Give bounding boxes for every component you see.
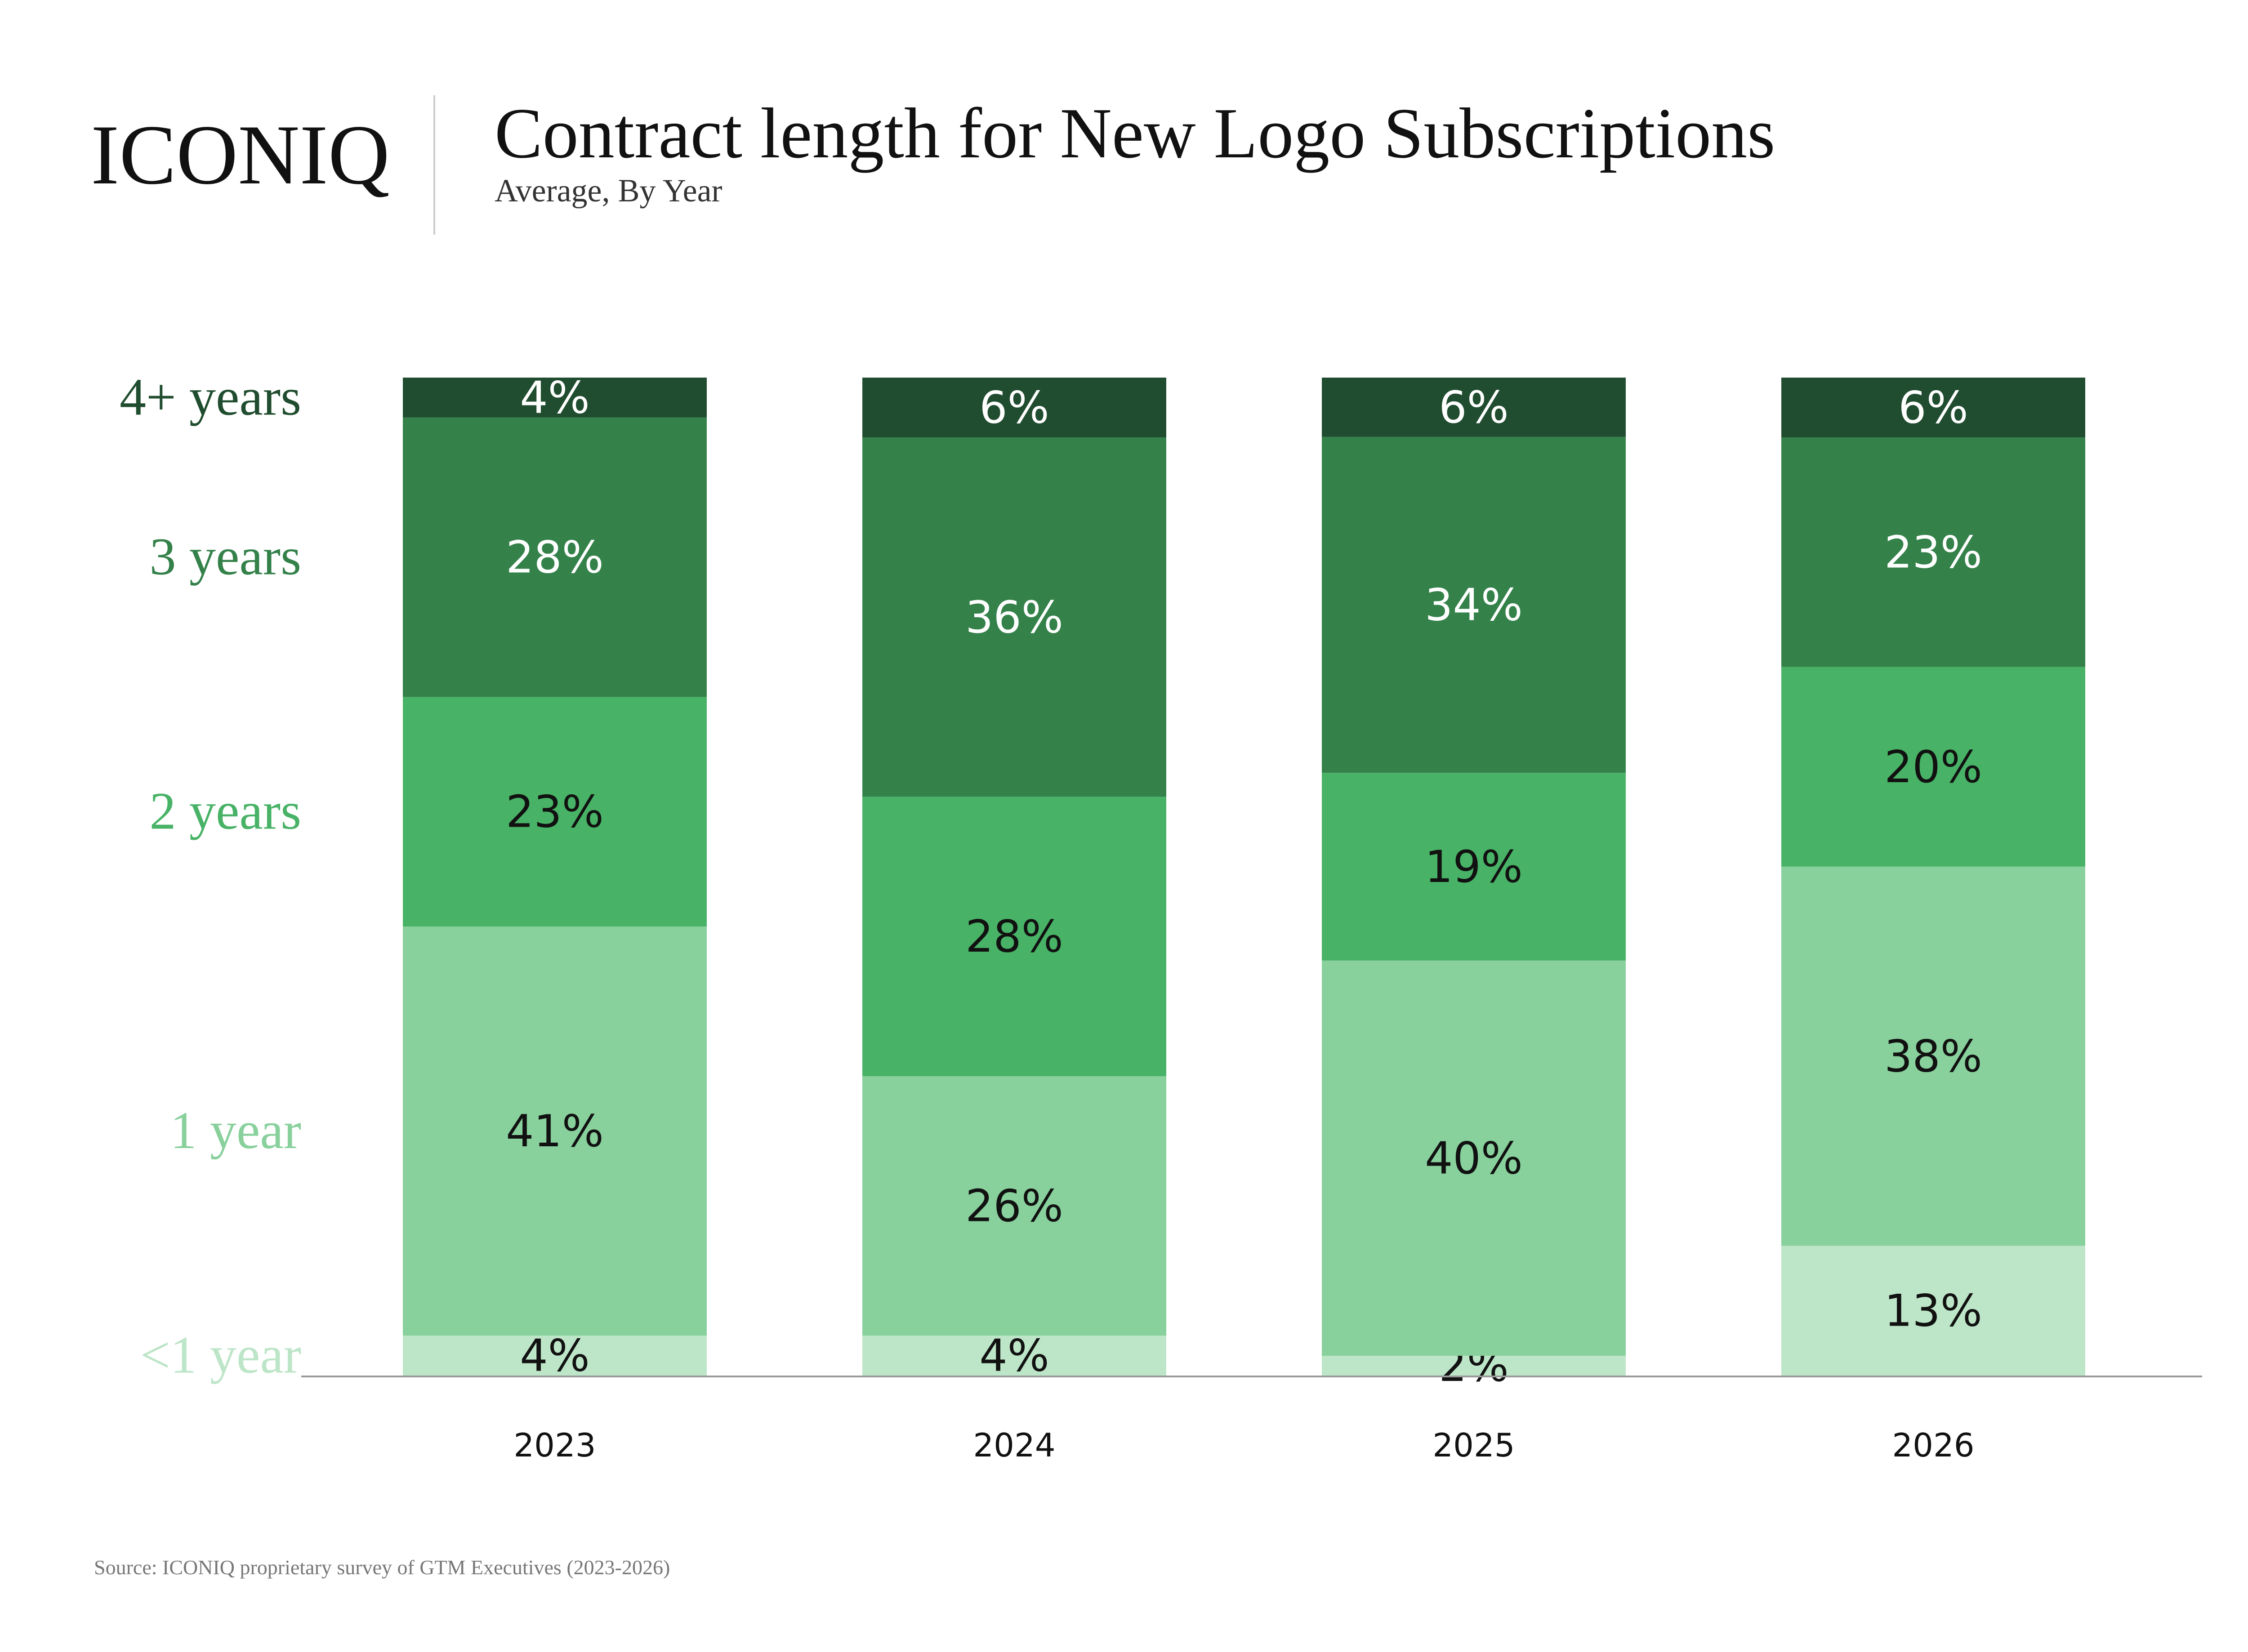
data-label: 40% [1425,1133,1523,1184]
chart-subtitle: Average, By Year [495,173,723,209]
bar-segment-2023-3 [403,417,707,697]
data-label: 4% [520,1331,589,1382]
bar-segment-2023-2 [403,697,707,926]
data-label: 36% [965,592,1063,643]
data-label: 6% [1898,383,1968,434]
bar-segment-2025-3 [1322,436,1626,773]
iconiq-logo: ICONIQ [91,108,390,202]
bar-segment-2025-2 [1322,773,1626,961]
data-label: 34% [1425,580,1523,631]
bars-group: 4%41%23%28%4%4%26%28%36%6%2%40%19%34%6%1… [403,372,2085,1392]
bar-segment-2026-0 [1781,1246,2085,1376]
legend: <1 year 1 year 2 years 3 years 4+ years [120,367,301,1384]
legend-label: 1 year [170,1101,301,1160]
data-label: 28% [506,532,604,583]
bar-segment-2024-3 [862,437,1166,797]
bar-segment-2025-0 [1322,1356,1626,1376]
x-tick-label: 2024 [973,1426,1055,1464]
x-tick-label: 2023 [513,1426,596,1464]
bar-segment-2026-1 [1781,866,2085,1246]
bar-segment-2026-4 [1781,378,2085,438]
data-label: 23% [1884,527,1982,579]
data-label: 4% [520,372,589,423]
data-label: 41% [506,1106,604,1157]
data-label: 20% [1884,742,1982,793]
data-label: 23% [506,787,604,838]
bar-segment-2023-0 [403,1336,707,1376]
bar-segment-2024-2 [862,797,1166,1076]
chart-title: Contract length for New Logo Subscriptio… [495,93,1775,173]
bar-segment-2026-3 [1781,437,2085,667]
legend-label: 4+ years [120,367,301,426]
data-label: 4% [979,1331,1049,1382]
bar-segment-2024-0 [862,1336,1166,1376]
bar-segment-2026-2 [1781,667,2085,867]
bar-segment-2025-1 [1322,960,1626,1356]
legend-label: 2 years [150,782,301,841]
source-note: Source: ICONIQ proprietary survey of GTM… [94,1556,670,1579]
data-label: 38% [1884,1031,1982,1082]
data-label: 26% [965,1181,1063,1232]
bar-segment-2023-1 [403,926,707,1336]
legend-label: 3 years [150,527,301,586]
x-tick-label: 2025 [1432,1426,1515,1464]
data-label: 6% [979,383,1049,434]
x-tick-label: 2026 [1892,1426,1974,1464]
bar-segment-2025-4 [1322,378,1626,437]
bar-segment-2024-4 [862,378,1166,438]
data-label: 13% [1884,1286,1982,1337]
data-label: 6% [1439,382,1508,433]
data-label: 28% [965,911,1063,962]
data-label: 19% [1425,842,1523,893]
x-axis-ticks: 2023 2024 2025 2026 [513,1426,1974,1464]
bar-segment-2023-4 [403,378,707,418]
legend-label: <1 year [140,1326,301,1385]
bar-segment-2024-1 [862,1076,1166,1336]
